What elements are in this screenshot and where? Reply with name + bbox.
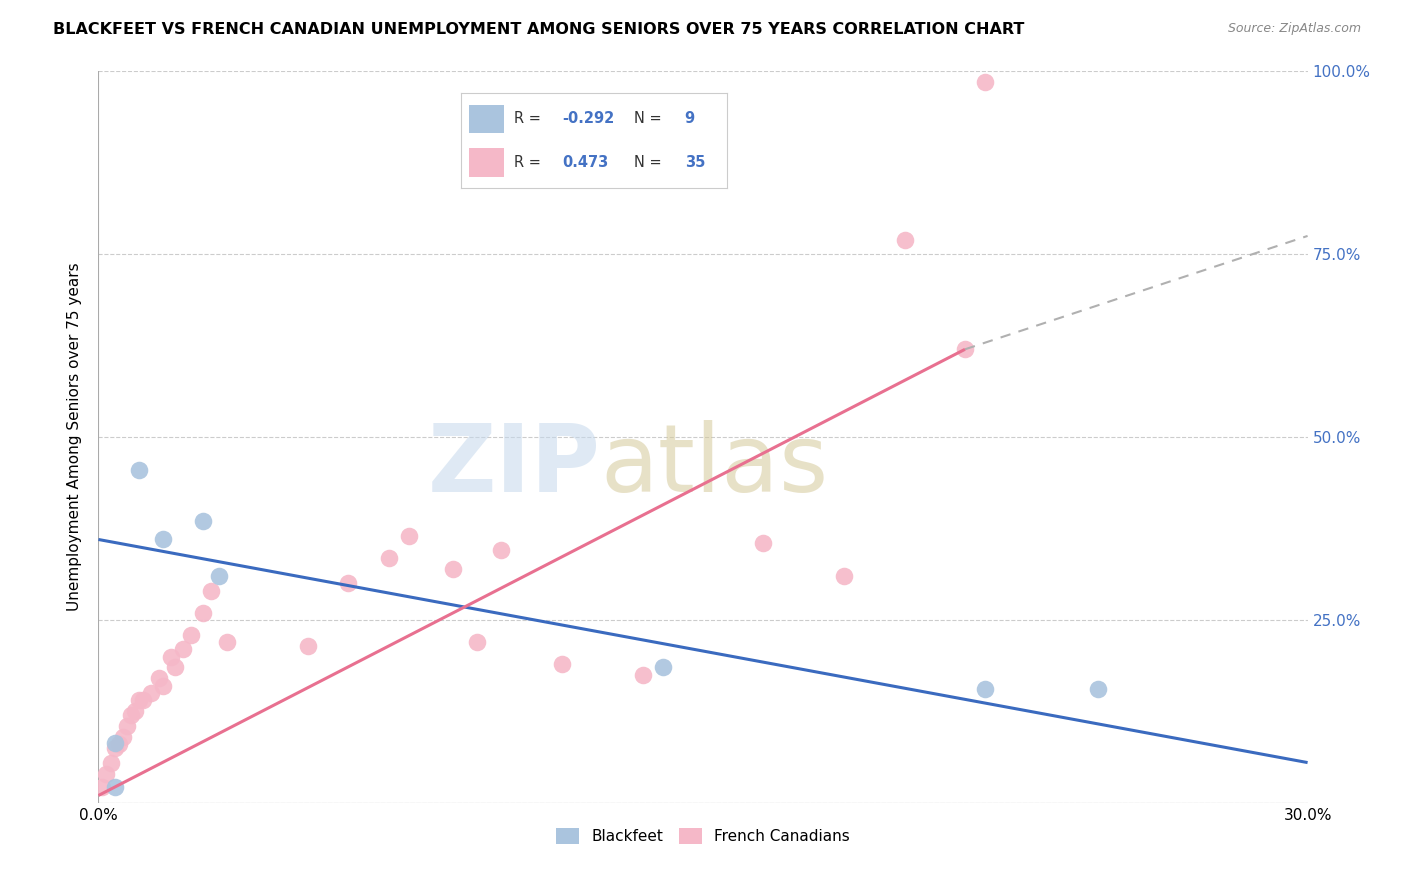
Point xyxy=(163,660,186,674)
Point xyxy=(96,766,118,780)
Point xyxy=(139,686,162,700)
Point xyxy=(441,562,464,576)
Point xyxy=(193,606,215,620)
Point xyxy=(180,627,202,641)
Point xyxy=(551,657,574,671)
Point xyxy=(200,583,222,598)
Point xyxy=(465,635,488,649)
Text: atlas: atlas xyxy=(600,420,828,512)
Point xyxy=(893,233,915,247)
Y-axis label: Unemployment Among Seniors over 75 years: Unemployment Among Seniors over 75 years xyxy=(67,263,83,611)
Point xyxy=(103,780,125,794)
Point xyxy=(398,529,420,543)
Point xyxy=(631,667,654,681)
Point xyxy=(103,740,125,755)
Point xyxy=(1087,682,1109,697)
Point xyxy=(120,708,142,723)
Point xyxy=(111,730,134,744)
Point xyxy=(132,693,155,707)
Point xyxy=(148,672,170,686)
Legend: Blackfeet, French Canadians: Blackfeet, French Canadians xyxy=(550,822,856,850)
Point xyxy=(128,463,150,477)
Point xyxy=(172,642,194,657)
Text: ZIP: ZIP xyxy=(427,420,600,512)
Point xyxy=(297,639,319,653)
Point xyxy=(100,756,122,770)
Point xyxy=(107,737,129,751)
Point xyxy=(103,736,125,750)
Point xyxy=(91,780,114,794)
Text: Source: ZipAtlas.com: Source: ZipAtlas.com xyxy=(1227,22,1361,36)
Point xyxy=(337,576,360,591)
Point xyxy=(651,660,673,674)
Point xyxy=(491,543,513,558)
Point xyxy=(377,550,399,565)
Point xyxy=(217,635,239,649)
Point xyxy=(152,533,174,547)
Point xyxy=(124,705,146,719)
Point xyxy=(115,719,138,733)
Point xyxy=(974,75,997,89)
Point xyxy=(208,569,231,583)
Text: BLACKFEET VS FRENCH CANADIAN UNEMPLOYMENT AMONG SENIORS OVER 75 YEARS CORRELATIO: BLACKFEET VS FRENCH CANADIAN UNEMPLOYMEN… xyxy=(53,22,1025,37)
Point xyxy=(193,514,215,528)
Point xyxy=(752,536,775,550)
Point xyxy=(128,693,150,707)
Point xyxy=(160,649,183,664)
Point xyxy=(152,679,174,693)
Point xyxy=(953,343,976,357)
Point xyxy=(974,682,997,697)
Point xyxy=(832,569,855,583)
